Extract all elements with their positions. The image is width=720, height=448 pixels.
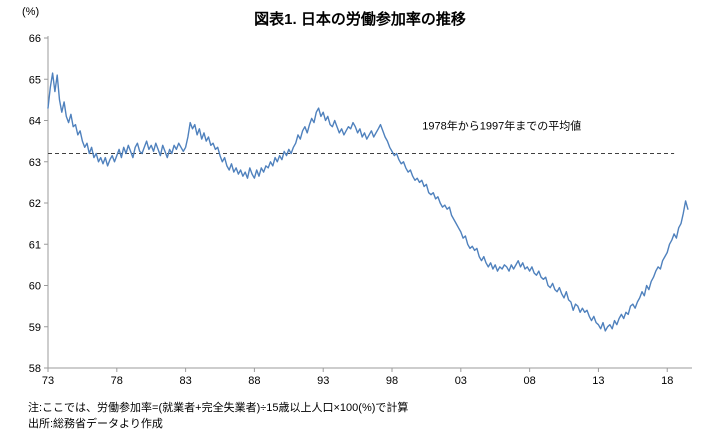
x-tick-label: 78 <box>111 375 123 387</box>
plot-area: 58 59 60 61 62 63 64 65 66 73 78 83 88 93 98 03 08 13 18 19… <box>29 33 692 387</box>
x-tick-label: 88 <box>248 375 260 387</box>
y-tick-label: 63 <box>29 157 41 169</box>
y-tick-label: 58 <box>29 363 41 375</box>
x-tick-label: 93 <box>317 375 329 387</box>
y-tick-label: 66 <box>29 33 41 45</box>
x-tick-label: 13 <box>592 375 604 387</box>
y-tick-label: 64 <box>29 116 41 128</box>
chart-title: 図表1. 日本の労働参加率の推移 <box>254 11 466 28</box>
x-tick-label: 98 <box>386 375 398 387</box>
note-calculation: 注:ここでは、労働参加率=(就業者+完全失業者)÷15歳以上人口×100(%)で… <box>28 402 409 414</box>
y-tick-label: 60 <box>29 281 41 293</box>
x-tick-label: 08 <box>523 375 535 387</box>
chart-notes: 注:ここでは、労働参加率=(就業者+完全失業者)÷15歳以上人口×100(%)で… <box>28 400 408 432</box>
y-tick-label: 62 <box>29 198 41 210</box>
x-tick-label: 03 <box>455 375 467 387</box>
note-source: 出所:総務省データより作成 <box>28 418 163 430</box>
x-tick-label: 18 <box>661 375 673 387</box>
series-line-labor-participation-rate <box>47 72 689 332</box>
y-tick-label: 61 <box>29 239 41 251</box>
average-line-label: 1978年から1997年までの平均値 <box>422 119 581 133</box>
y-axis-unit-label: (%) <box>22 6 40 18</box>
x-tick-label: 73 <box>42 375 54 387</box>
x-tick-label: 83 <box>179 375 191 387</box>
y-tick-label: 59 <box>29 322 41 334</box>
y-tick-label: 65 <box>29 74 41 86</box>
